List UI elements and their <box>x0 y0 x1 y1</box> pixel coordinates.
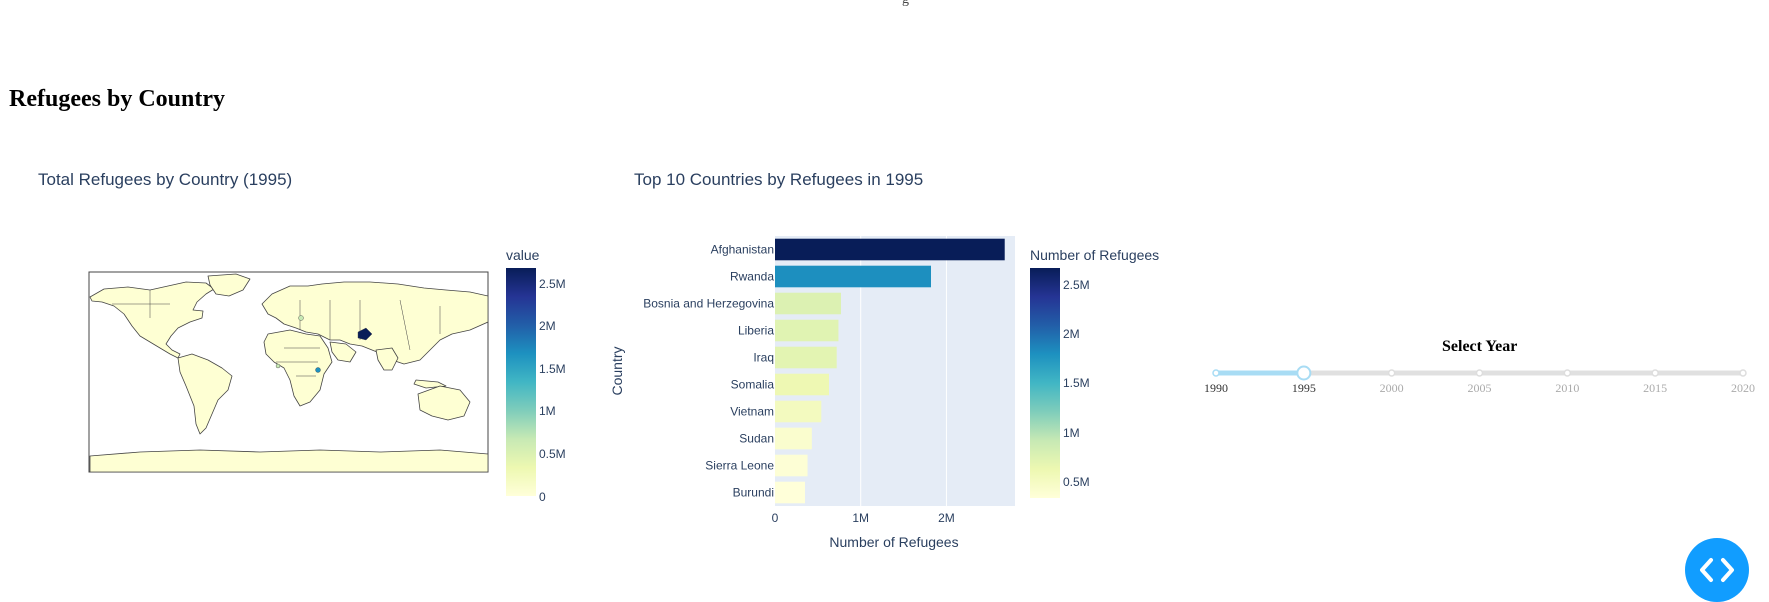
bar-somalia[interactable] <box>775 373 829 396</box>
map-colorbar-title: value <box>506 247 540 263</box>
india-shape <box>375 347 399 371</box>
bar-iraq[interactable] <box>775 346 837 369</box>
slider-title: Select Year <box>1442 338 1518 355</box>
bar-y-axis-label: Country <box>609 346 625 395</box>
slider-dot[interactable] <box>1475 369 1484 377</box>
map-cb-tick-2-5m: 2.5M <box>539 277 566 291</box>
bar-category-label: Somalia <box>731 378 775 392</box>
bar-sierra-leone[interactable] <box>775 454 808 477</box>
bar-sudan[interactable] <box>775 427 812 450</box>
rwanda-region <box>315 367 321 373</box>
map-cb-tick-1m: 1M <box>539 404 556 418</box>
slider-year-label[interactable]: 2015 <box>1643 381 1667 395</box>
bar-vietnam[interactable] <box>775 400 822 423</box>
bar-category-label: Sudan <box>739 432 774 446</box>
liberia-region <box>275 363 281 369</box>
bar-category-label: Sierra Leone <box>705 459 774 473</box>
bar-x-tick: 1M <box>852 511 869 525</box>
bar-cb-tick-2-5m: 2.5M <box>1063 278 1090 292</box>
map-cb-tick-0: 0 <box>539 490 546 504</box>
bar-category-label: Burundi <box>733 486 774 500</box>
slider-year-label[interactable]: 1990 <box>1204 381 1228 395</box>
bar-category-label: Rwanda <box>730 270 774 284</box>
slider-year-label[interactable]: 2005 <box>1468 381 1492 395</box>
bar-cb-tick-1m: 1M <box>1063 426 1080 440</box>
bar-chart-title: Top 10 Countries by Refugees in 1995 <box>634 170 924 189</box>
slider-handle[interactable] <box>1296 365 1312 381</box>
bar-rwanda[interactable] <box>775 265 931 288</box>
bar-liberia[interactable] <box>775 319 839 342</box>
africa-shape <box>263 329 333 407</box>
slider-dot[interactable] <box>1212 369 1220 377</box>
bosnia-region <box>298 315 304 321</box>
bar-colorbar-title: Number of Refugees <box>1030 247 1160 263</box>
bar-afghanistan[interactable] <box>775 238 1005 261</box>
bar-colorbar <box>1030 268 1060 498</box>
slider-year-label[interactable]: 1995 <box>1292 381 1316 395</box>
map-cb-tick-2m: 2M <box>539 319 556 333</box>
bar-category-label: Iraq <box>753 351 774 365</box>
greenland-shape <box>207 273 251 297</box>
bar-bosnia-and-herzegovina[interactable] <box>775 292 841 315</box>
map-cb-tick-0-5m: 0.5M <box>539 447 566 461</box>
map-colorbar <box>506 268 536 496</box>
map-cb-tick-1-5m: 1.5M <box>539 362 566 376</box>
north-america-shape <box>89 281 215 359</box>
bar-cb-tick-2m: 2M <box>1063 327 1080 341</box>
bar-category-label: Bosnia and Herzegovina <box>643 297 774 311</box>
slider-dot[interactable] <box>1563 369 1572 377</box>
slider-year-label[interactable]: 2000 <box>1380 381 1404 395</box>
slider-year-label[interactable]: 2010 <box>1555 381 1579 395</box>
truncated-header-text: g <box>902 0 909 8</box>
map-title: Total Refugees by Country (1995) <box>38 170 293 189</box>
bar-x-tick: 0 <box>772 511 779 525</box>
australia-shape <box>417 385 471 421</box>
indonesia-shape <box>413 379 447 389</box>
afghanistan-region <box>357 327 373 341</box>
bar-cb-tick-1-5m: 1.5M <box>1063 376 1090 390</box>
slider-dot[interactable] <box>1387 369 1396 377</box>
bar-category-label: Afghanistan <box>711 243 774 257</box>
bar-burundi[interactable] <box>775 481 805 504</box>
slider-dot[interactable] <box>1739 369 1747 377</box>
page-title: Refugees by Country <box>9 86 225 112</box>
slider-dot[interactable] <box>1651 369 1659 377</box>
code-toggle-button[interactable] <box>1685 538 1749 602</box>
bar-x-axis-label: Number of Refugees <box>829 534 958 550</box>
bar-category-label: Vietnam <box>730 405 774 419</box>
bar-x-tick: 2M <box>938 511 955 525</box>
code-brackets-icon <box>1700 558 1734 582</box>
arabia-shape <box>329 341 357 363</box>
bar-category-label: Liberia <box>738 324 774 338</box>
bar-cb-tick-0-5m: 0.5M <box>1063 475 1090 489</box>
eurasia-shape <box>261 281 488 365</box>
slider-year-label[interactable]: 2020 <box>1731 381 1755 395</box>
south-america-shape <box>177 353 233 435</box>
antarctica-shape <box>89 449 488 472</box>
